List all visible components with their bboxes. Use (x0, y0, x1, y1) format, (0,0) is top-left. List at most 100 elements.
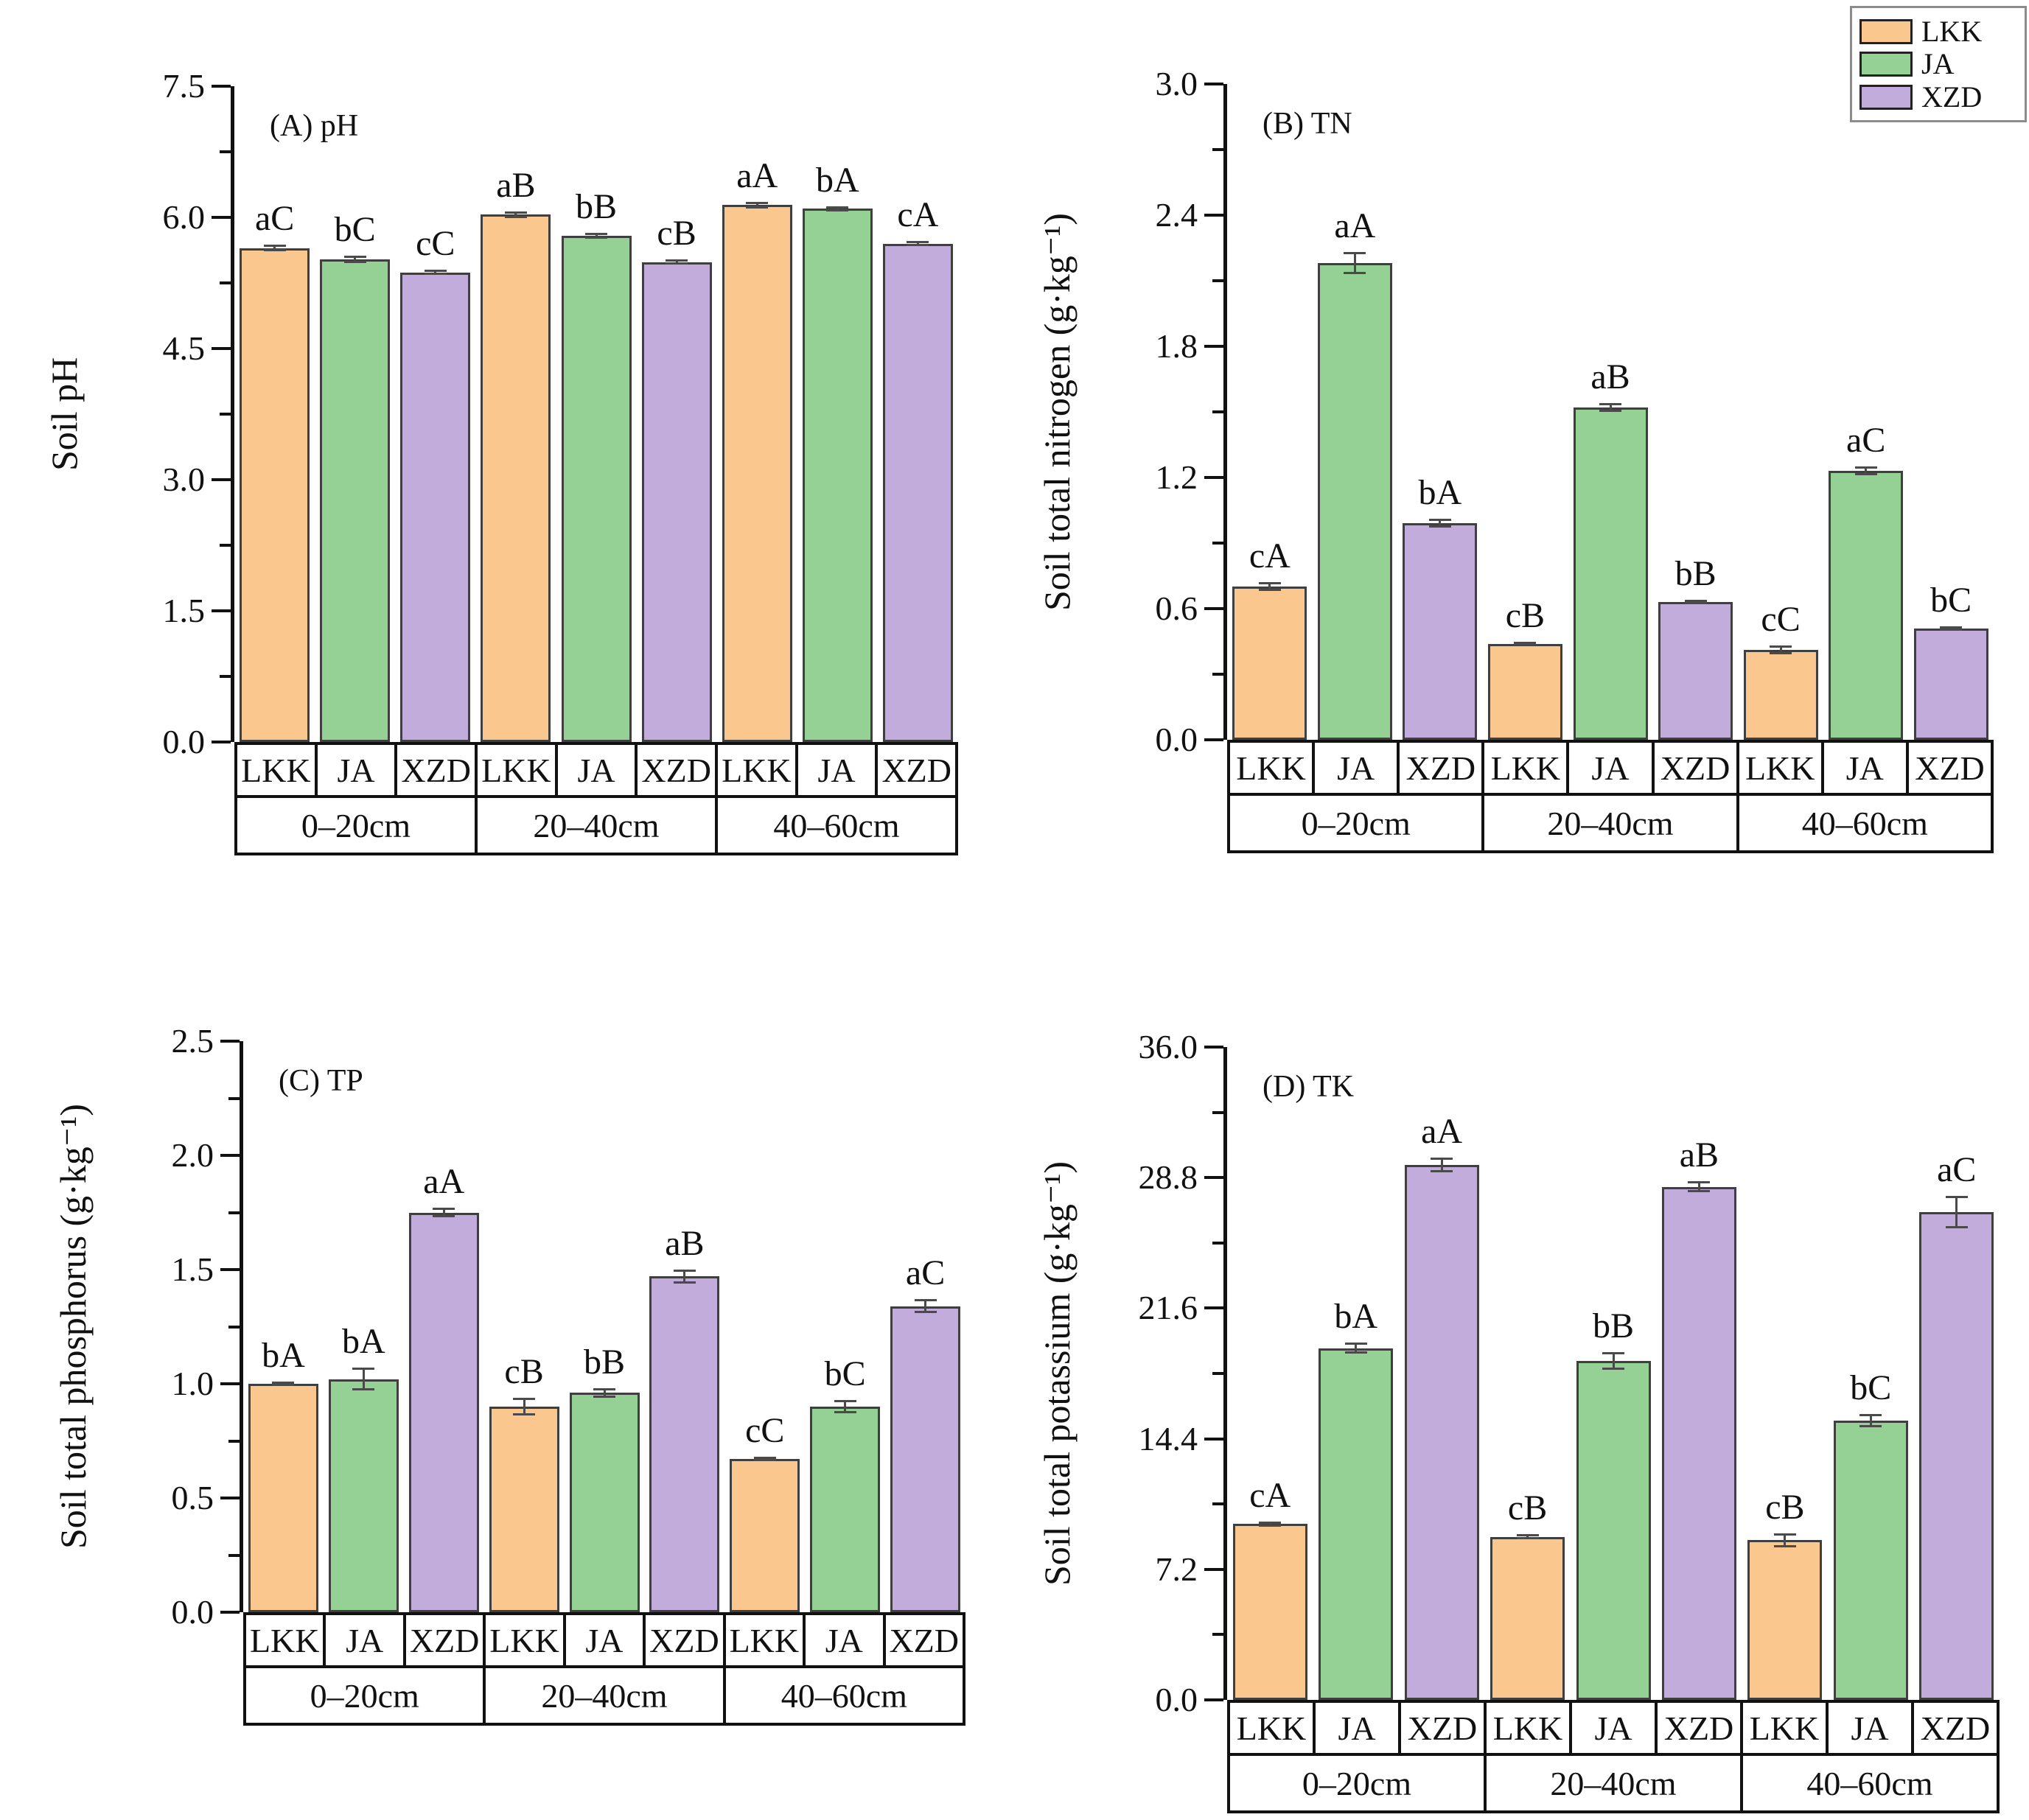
y-axis-tick-label: 6.0 (162, 198, 206, 236)
y-axis-tick-label: 0.0 (171, 1593, 214, 1631)
significance-label: bB (1674, 554, 1717, 594)
treatment-cell-JA: JA (566, 1615, 646, 1665)
error-bar-cap-bottom (343, 260, 366, 263)
error-bar (907, 241, 929, 247)
error-bar-cap-bottom (1344, 1351, 1367, 1354)
panel-D: Soil total potassium (g·kg⁻¹) (D) TK 0.0 7.… (1036, 1029, 2000, 1813)
bar-LKK-3 (730, 1459, 800, 1612)
error-bar (914, 1299, 937, 1313)
error-bar-line (514, 211, 517, 219)
legend-item-JA: JA (1859, 49, 2017, 80)
depth-row: 0–20cm 20–40cm 40–60cm (1230, 1756, 1997, 1810)
significance-label: bA (815, 160, 859, 200)
error-bar-cap-top (673, 1270, 696, 1273)
error-bar (1428, 519, 1451, 528)
error-bar-cap-top (1344, 1343, 1367, 1345)
y-axis-title: Soil total potassium (g·kg⁻¹) (1036, 1161, 1078, 1586)
significance-label: bA (341, 1322, 385, 1362)
error-bar (1344, 1343, 1367, 1354)
depth-cell: 20–40cm (486, 1668, 726, 1723)
panel-C: Soil total phosphorus (g·kg⁻¹) (C) TP 0.0 0… (52, 1023, 965, 1726)
error-bar (585, 233, 607, 239)
error-bar-cap-bottom (1684, 602, 1707, 605)
bar-LKK-1 (240, 248, 310, 742)
y-axis-minor-tick (220, 413, 231, 416)
error-bar-cap-bottom (1688, 1189, 1711, 1192)
y-axis-tick (212, 347, 231, 350)
error-bar (666, 259, 688, 265)
significance-label: cA (1249, 1475, 1291, 1515)
significance-label: bA (1418, 473, 1462, 513)
treatment-cell-LKK: LKK (1739, 743, 1824, 793)
y-axis-minor-tick (228, 1211, 240, 1214)
error-bar-cap-top (593, 1388, 615, 1391)
y-axis-tick (1204, 1046, 1223, 1049)
legend-swatch-JA (1859, 52, 1913, 77)
significance-label: cA (897, 195, 939, 234)
y-axis-tick (212, 216, 231, 219)
error-bar-cap-bottom (1854, 473, 1877, 475)
treatment-cell-JA: JA (326, 1615, 406, 1665)
error-bar-cap-top (907, 241, 929, 244)
treatment-cell-JA: JA (1569, 743, 1655, 793)
error-bar-line (1869, 1414, 1872, 1427)
error-bar (1602, 1351, 1624, 1371)
treatment-cell-JA: JA (1572, 1703, 1658, 1753)
error-bar-cap-top (834, 1399, 856, 1402)
error-bar-cap-top (1602, 1351, 1624, 1354)
significance-label: bC (334, 210, 376, 250)
error-bar-line (844, 1399, 847, 1414)
significance-label: cB (1765, 1487, 1805, 1527)
y-axis-tick (220, 1611, 240, 1614)
x-axis-table: LKK JA XZD LKK JA XZD LKK JA XZD 0–20cm 20–40cm 40–… (234, 742, 958, 855)
error-bar-line (836, 206, 839, 211)
y-axis-minor-tick (1212, 542, 1223, 545)
y-axis-minor-tick (228, 1325, 240, 1329)
treatment-cell-XZD: XZD (1655, 743, 1739, 793)
bar-JA-1 (1317, 263, 1392, 740)
treatment-cell-XZD: XZD (1400, 743, 1485, 793)
significance-label: aB (1590, 357, 1630, 397)
depth-cell: 40–60cm (773, 806, 900, 844)
panel-title: (C) TP (279, 1064, 363, 1098)
error-bar-cap-top (746, 201, 769, 204)
y-axis-minor-tick (1212, 1372, 1223, 1375)
bar-JA-2 (1573, 407, 1648, 740)
depth-cell: 40–60cm (780, 1676, 907, 1715)
error-bar-cap-bottom (1431, 1169, 1453, 1172)
treatment-cell-LKK: LKK (246, 1615, 326, 1665)
legend-label: XZD (1921, 80, 1983, 113)
y-axis-tick (212, 478, 231, 481)
error-bar-line (1439, 519, 1442, 528)
bar-XZD-3 (1919, 1212, 1994, 1700)
error-bar (1514, 641, 1537, 646)
y-axis-line (1223, 1047, 1227, 1700)
error-bar (1431, 1158, 1453, 1172)
error-bar (593, 1388, 615, 1398)
error-bar-line (764, 1457, 766, 1462)
y-axis-minor-tick (1212, 1633, 1223, 1637)
y-axis-tick (212, 609, 231, 612)
error-bar-cap-bottom (1344, 272, 1366, 275)
error-bar-cap-top (272, 1381, 295, 1384)
error-bar-cap-top (1859, 1414, 1882, 1417)
treatment-cell-XZD: XZD (881, 751, 951, 789)
error-bar-cap-top (1940, 626, 1963, 629)
error-bar-cap-bottom (1940, 628, 1963, 631)
error-bar-line (916, 241, 919, 247)
y-axis-minor-tick (1212, 410, 1223, 413)
bar-JA-3 (1829, 471, 1904, 740)
treatment-cell-LKK: LKK (1487, 1703, 1572, 1753)
error-bar-cap-bottom (826, 209, 849, 211)
error-bar-line (282, 1381, 284, 1387)
significance-label: aA (1421, 1112, 1463, 1152)
y-axis-tick-label: 0.0 (1155, 721, 1198, 758)
error-bar-cap-bottom (907, 244, 929, 247)
panel-title: (D) TK (1263, 1070, 1355, 1104)
panel-A: Soil pH (A) pH 0.0 1.5 3.0 4.5 6.0 7.5 aC bC cC aB b… (43, 68, 958, 855)
error-bar (1854, 466, 1877, 475)
error-bar-line (1268, 1521, 1271, 1527)
y-axis-tick (1204, 1306, 1223, 1310)
error-bar-line (1955, 1195, 1958, 1229)
error-bar-line (354, 256, 357, 263)
